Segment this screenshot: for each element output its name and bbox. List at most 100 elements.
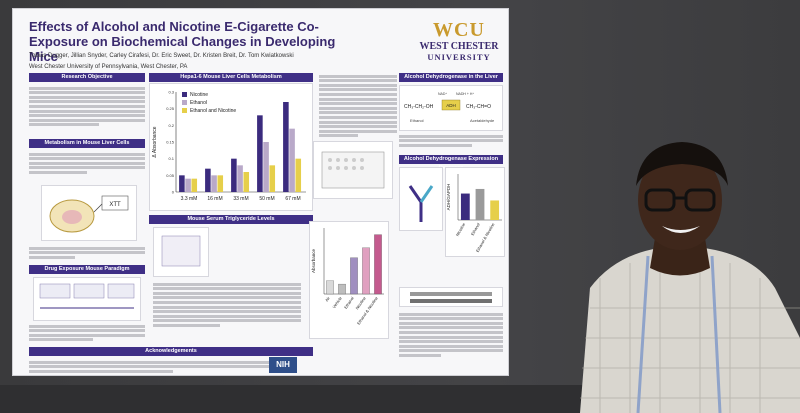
hepa-x-tick: 33 mM [233, 196, 248, 202]
hepa-y-tick: 0 [172, 190, 175, 195]
adh-liver-text [399, 133, 503, 151]
hepa-bar [191, 178, 198, 192]
hepa-legend-label: Ethanol and Nicotine [190, 108, 236, 114]
hepa-x-tick: 16 mM [207, 196, 222, 202]
hepa-bar [243, 172, 250, 192]
hepa-x-tick: 3.3 mM [181, 196, 198, 202]
hepa-legend-swatch [182, 108, 187, 113]
section-header-ack: Acknowledgements [29, 347, 313, 356]
paradigm-diagram [33, 277, 141, 321]
nih-logo: NIH [269, 357, 297, 373]
hepa-legend-swatch [182, 92, 187, 97]
trig-text [153, 281, 301, 339]
trig-bar [374, 234, 382, 295]
reaction-cofactor-in: NAD⁺ [438, 92, 447, 96]
section-header-adh-liver: Alcohol Dehydrogenase in the Liver [399, 73, 503, 82]
adh-bar [490, 200, 500, 220]
logo-mark: WCU [433, 19, 485, 41]
lanyard [636, 255, 650, 413]
presenter-person [580, 142, 800, 413]
hepa-bar [179, 175, 185, 192]
trig-x-tick: Air [324, 295, 331, 302]
university-logo: WCU WEST CHESTER UNIVERSITY [417, 19, 501, 62]
hepa-bar [185, 178, 191, 192]
adh-x-tick: Nicotine [455, 221, 467, 237]
hepa-y-tick: 0.3 [168, 90, 174, 95]
glasses-icon [644, 188, 716, 212]
trig-bar [326, 280, 334, 295]
trig-x-tick: Vehicle [331, 295, 343, 309]
hepa-legend-label: Ethanol [190, 100, 207, 106]
western-blot [399, 287, 503, 307]
section-header-adh-expr: Alcohol Dehydrogenase Expression Decreas… [399, 155, 503, 171]
trig-chart-frame: Absorbance Air Vehicle Ethanol Nicotine Ethan… [309, 221, 389, 339]
hepa-bar [211, 175, 217, 192]
hepa-y-tick: 0.2 [168, 123, 174, 128]
paradigm-text [29, 323, 145, 345]
section-header-objective: Research Objective [29, 73, 145, 82]
adh-reaction-diagram: CH₃-CH₂-OH CH₃-CH=O ADH NAD⁺ NADH + H⁺ E… [399, 85, 503, 131]
hepa-bar [217, 175, 224, 192]
poster-title: Effects of Alcohol and Nicotine E-Cigare… [29, 19, 336, 64]
section-header-trig: Mouse Serum Triglyceride Levels [149, 215, 313, 224]
hepa-bar [263, 142, 269, 192]
hepa-bar [237, 165, 243, 192]
section-header-metabolism: Metabolism in Mouse Liver Cells [29, 139, 145, 148]
hepa-x-tick: 50 mM [259, 196, 274, 202]
trig-bar [338, 283, 346, 295]
hepa-bar [231, 158, 237, 192]
logo-line2: UNIVERSITY [427, 52, 491, 62]
xtt-text [29, 245, 145, 261]
reaction-right: CH₃-CH=O [466, 104, 491, 110]
trig-image [153, 227, 209, 277]
adh-chart-frame: ADH/GAPDH Nicotine Ethanol Ethanol & Nicoti… [445, 167, 505, 257]
hepa-bar [205, 168, 211, 192]
hepa-results-text [319, 73, 397, 153]
hepa-y-tick: 0.15 [166, 140, 175, 145]
adh-x-tick: Ethanol [470, 222, 481, 236]
adh-bar [475, 188, 485, 220]
poster-authors: Tobias Dugger, Jillian Snyder, Carley Ci… [29, 53, 294, 59]
shirt-plaid-pattern [580, 253, 800, 413]
hepa-y-tick: 0.1 [168, 156, 174, 161]
face [638, 150, 722, 250]
hepa-legend-swatch [182, 100, 187, 105]
poster-affiliation: West Chester University of Pennsylvania,… [29, 64, 188, 70]
cell-diagram: XTT [41, 185, 137, 241]
hair [636, 142, 728, 186]
hepa-bar [295, 158, 302, 192]
smile [662, 226, 700, 233]
hepa-y-label: Δ Absorbance [152, 126, 158, 157]
hepa-y-tick: 0.25 [166, 106, 175, 111]
hepa-x-tick: 67 mM [285, 196, 300, 202]
hepa-bar [283, 102, 289, 192]
section-header-paradigm: Drug Exposure Mouse Paradigm [29, 265, 145, 274]
hepa-legend-label: Nicotine [190, 92, 208, 98]
metabolism-text [29, 151, 145, 183]
adh-expr-text [399, 311, 503, 367]
plate-reader-diagram [313, 141, 393, 199]
trig-bar [350, 257, 358, 295]
trig-y-label: Absorbance [311, 249, 316, 274]
hepa-bar-chart: 0 0.05 0.1 0.15 0.2 0.25 0.3 Δ Absorbance 3.3 mM… [152, 90, 306, 202]
trig-bar [362, 247, 370, 295]
adh-y-label: ADH/GAPDH [446, 184, 451, 211]
reaction-label-right: Acetaldehyde [470, 118, 495, 123]
hepa-bar [269, 165, 276, 192]
reaction-cofactor-out: NADH + H⁺ [456, 92, 474, 96]
plaid-shirt [580, 246, 800, 413]
objective-text [29, 85, 145, 137]
research-poster: Effects of Alcohol and Nicotine E-Cigare… [12, 8, 509, 376]
ack-text [29, 359, 269, 375]
reaction-left: CH₃-CH₂-OH [404, 104, 434, 110]
hepa-chart-frame: 0 0.05 0.1 0.15 0.2 0.25 0.3 Δ Absorbance 3.3 mM… [149, 83, 313, 211]
reaction-enzyme: ADH [446, 103, 456, 108]
hepa-y-tick: 0.05 [166, 173, 175, 178]
xtt-label: XTT [109, 202, 121, 208]
reaction-label-left: Ethanol [410, 118, 424, 123]
logo-line1: WEST CHESTER [419, 41, 499, 52]
trig-x-tick: Ethanol [343, 296, 355, 310]
hepa-bar [289, 128, 295, 192]
